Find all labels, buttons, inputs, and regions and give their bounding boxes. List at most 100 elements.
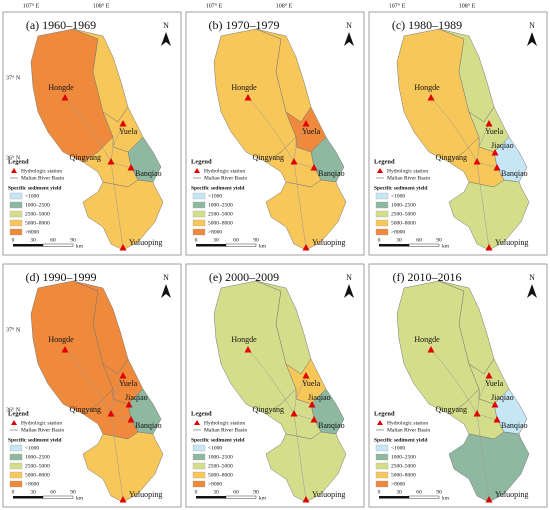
station-marker — [125, 401, 133, 408]
station-label: Hongde — [414, 83, 440, 92]
station-label: Yuluoping — [495, 490, 528, 499]
lat-label: 37° N — [6, 74, 21, 81]
north-arrow — [527, 284, 537, 298]
station-label: Hongde — [231, 335, 257, 344]
panel-title: (f) 2010–2016 — [393, 270, 462, 284]
scale-unit: km — [76, 495, 84, 501]
lon-label: 107° E — [23, 2, 40, 9]
scale-segment — [13, 496, 43, 499]
legend-swatch — [9, 228, 23, 236]
legend-label: Hydrologic station — [21, 420, 62, 426]
legend-label: Hydrologic station — [21, 168, 62, 174]
legend-label: 1000–2500 — [208, 202, 233, 208]
station-marker — [485, 496, 493, 503]
legend-label: 5000–8000 — [391, 472, 416, 478]
station-label: Jiaqiao — [491, 393, 514, 402]
legend-swatch — [375, 210, 389, 218]
station-marker — [290, 410, 298, 417]
station-marker — [427, 346, 435, 353]
legend-label: 1000–2500 — [25, 454, 50, 460]
legend-label: 1000–2500 — [391, 202, 416, 208]
station-label: Yuluoping — [312, 490, 345, 499]
legend-subtitle: Specific sediment yield — [191, 185, 244, 191]
panel-title: (b) 1970–1979 — [209, 18, 280, 32]
station-label: Hongde — [48, 335, 74, 344]
scale-label: 30 — [213, 237, 219, 243]
scale-segment — [408, 243, 440, 247]
legend-title: Legend — [374, 158, 395, 165]
map-panel: (a) 1960–1969 N 107° E 108° E 37° N 36° N Hong… — [2, 2, 182, 256]
scale-segment — [196, 244, 226, 247]
station-marker — [485, 120, 493, 127]
station-marker — [127, 416, 135, 423]
scale-label: 0 — [378, 237, 381, 243]
station-label: Yuela — [119, 379, 138, 388]
station-label: Yuluoping — [129, 238, 162, 247]
north-arrow — [344, 284, 354, 298]
station-marker — [485, 244, 493, 251]
scale-unit: km — [259, 495, 267, 501]
station-label: Yuela — [485, 379, 504, 388]
scale-label: 0 — [195, 489, 198, 495]
legend-swatch — [192, 192, 206, 200]
station-label: Yuela — [302, 127, 321, 136]
scale-label: 60 — [233, 237, 239, 243]
legend-label: 1000–2500 — [391, 454, 416, 460]
legend-label: 2500–5000 — [25, 463, 50, 469]
sub-basin — [82, 179, 164, 251]
legend-swatch — [375, 201, 389, 209]
station-label: Qingyang — [69, 153, 101, 162]
legend-title: Legend — [374, 410, 395, 417]
station-marker — [127, 164, 135, 171]
north-arrow — [527, 32, 537, 46]
station-label: Qingyang — [252, 405, 284, 414]
sub-basin — [82, 431, 164, 503]
station-label: Qingyang — [252, 153, 284, 162]
legend-swatch — [375, 444, 389, 452]
station-marker — [473, 158, 481, 165]
station-marker — [310, 416, 318, 423]
legend-subtitle: Specific sediment yield — [8, 185, 61, 191]
station-marker — [302, 496, 310, 503]
scale-label: 30 — [396, 237, 402, 243]
north-label: N — [163, 273, 169, 282]
scale-label: 30 — [213, 489, 219, 495]
station-marker — [290, 158, 298, 165]
scale-segment — [225, 495, 257, 499]
station-label: Yuela — [485, 127, 504, 136]
legend-label: Malian River Basin — [204, 427, 247, 433]
legend-label: 2500–5000 — [391, 211, 416, 217]
legend-swatch — [375, 453, 389, 461]
scale-unit: km — [76, 243, 84, 249]
map-panel: (c) 1980–1989 N 107° E 108° E Hongde Yuela Qin… — [368, 2, 548, 256]
lat-label: 36° N — [6, 154, 21, 161]
legend-station — [377, 420, 383, 425]
legend-label: >8000 — [208, 481, 222, 487]
legend-swatch — [9, 444, 23, 452]
legend-swatch — [9, 219, 23, 227]
lon-label: 108° E — [276, 2, 293, 9]
scale-label: 90 — [70, 237, 76, 243]
station-marker — [302, 244, 310, 251]
legend-subtitle: Specific sediment yield — [374, 185, 427, 191]
legend-label: Hydrologic station — [204, 420, 245, 426]
station-label: Banqiao — [501, 421, 528, 430]
legend-swatch — [9, 462, 23, 470]
lat-label: 37° N — [6, 326, 21, 333]
station-label: Yuela — [119, 127, 138, 136]
north-arrow — [161, 284, 171, 298]
scale-unit: km — [442, 243, 450, 249]
scale-segment — [13, 244, 43, 247]
station-marker — [491, 149, 499, 156]
legend-label: Hydrologic station — [204, 168, 245, 174]
north-label: N — [346, 21, 352, 30]
legend-swatch — [192, 201, 206, 209]
station-marker — [485, 372, 493, 379]
legend-label: Malian River Basin — [204, 175, 247, 181]
legend-swatch — [192, 462, 206, 470]
legend-label: Malian River Basin — [387, 427, 430, 433]
sub-basin — [265, 431, 347, 503]
